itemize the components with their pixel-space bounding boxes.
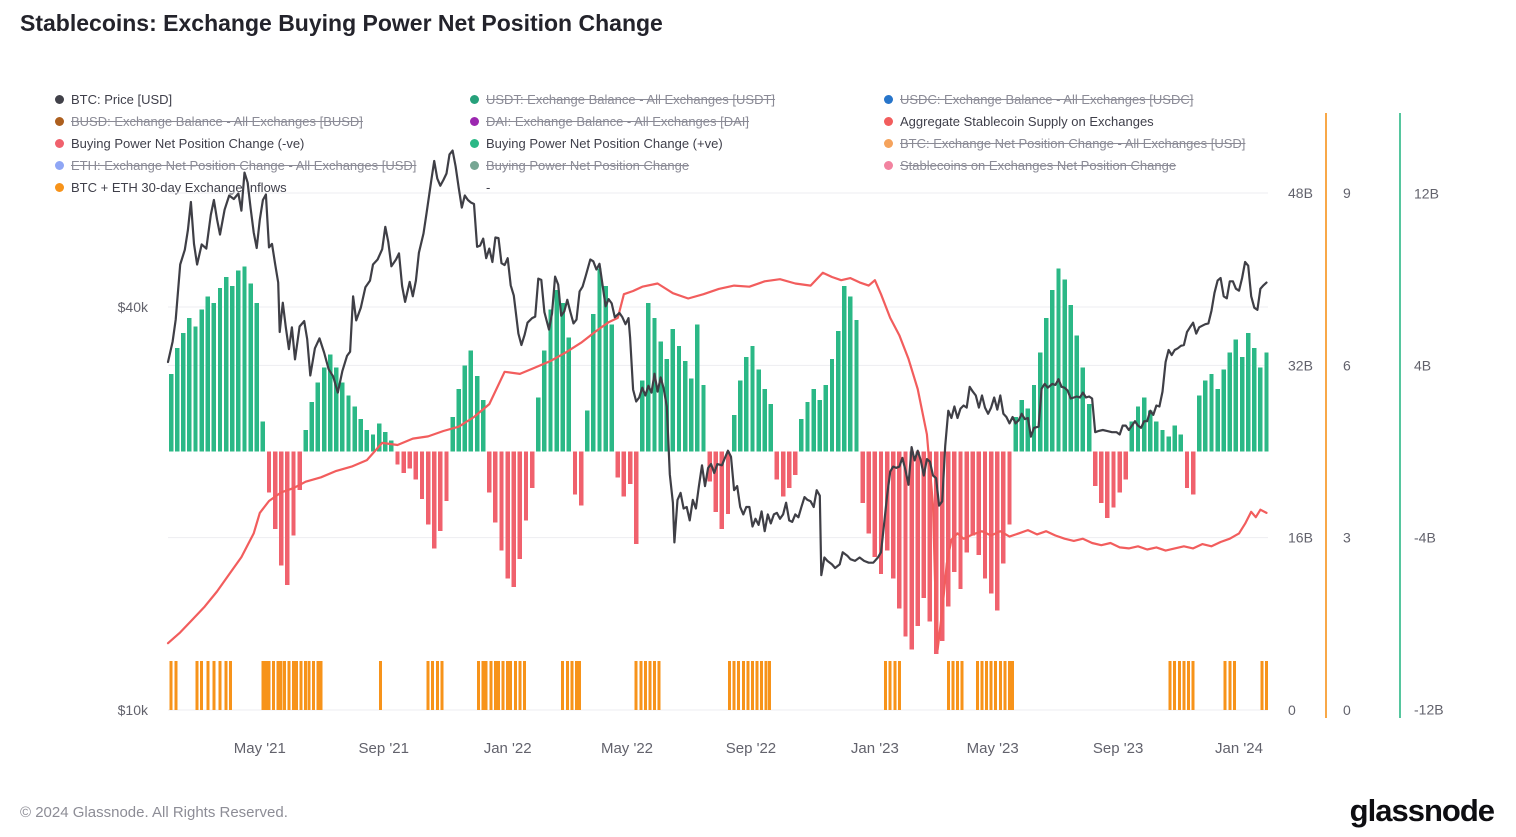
price-axis-labels: $40k $10k xyxy=(118,299,149,718)
legend-item-label: Aggregate Stablecoin Supply on Exchanges xyxy=(900,114,1154,129)
inflow-axis-labels: 9 6 3 0 xyxy=(1343,185,1351,718)
copyright-text: © 2024 Glassnode. All Rights Reserved. xyxy=(20,804,288,821)
legend-dot-icon xyxy=(55,95,64,104)
legend-item-label: Buying Power Net Position Change (+ve) xyxy=(486,136,723,151)
legend-dot-icon xyxy=(55,183,64,192)
legend-dot-icon xyxy=(884,161,893,170)
legend-dot-icon xyxy=(470,161,479,170)
legend-dot-icon xyxy=(470,117,479,126)
legend-item[interactable]: USDT: Exchange Balance - All Exchanges [… xyxy=(470,92,884,107)
legend-item[interactable]: Stablecoins on Exchanges Net Position Ch… xyxy=(884,158,1245,173)
gridlines xyxy=(168,192,1268,711)
axis-tick-label: 4B xyxy=(1414,357,1431,373)
legend-item[interactable]: BTC: Exchange Net Position Change - All … xyxy=(884,136,1245,151)
page-title: Stablecoins: Exchange Buying Power Net P… xyxy=(20,10,663,36)
legend-item[interactable]: USDC: Exchange Balance - All Exchanges [… xyxy=(884,92,1245,107)
legend-dot-icon xyxy=(884,139,893,148)
axis-tick-label: 9 xyxy=(1343,185,1351,201)
legend-item-label: DAI: Exchange Balance - All Exchanges [D… xyxy=(486,114,750,129)
x-tick-label: Sep '21 xyxy=(359,740,409,757)
btc-price-line xyxy=(166,149,1268,577)
x-tick-label: Jan '24 xyxy=(1215,740,1263,757)
legend-item-label: BTC + ETH 30-day Exchange Inflows xyxy=(71,180,287,195)
legend-item[interactable]: Buying Power Net Position Change (+ve) xyxy=(470,136,884,151)
legend-dot-icon xyxy=(55,117,64,126)
legend-item-label: BUSD: Exchange Balance - All Exchanges [… xyxy=(71,114,363,129)
axis-tick-label: 3 xyxy=(1343,530,1351,546)
legend-dot-icon xyxy=(55,139,64,148)
legend-item[interactable]: DAI: Exchange Balance - All Exchanges [D… xyxy=(470,114,884,129)
legend-dot-icon xyxy=(55,161,64,170)
axis-tick-label: $10k xyxy=(118,702,149,718)
stablecoin-supply-line xyxy=(166,271,1268,651)
x-tick-label: Sep '22 xyxy=(726,740,776,757)
x-tick-label: Jan '23 xyxy=(851,740,899,757)
inflow-bars xyxy=(169,661,1268,710)
legend-item[interactable]: BTC + ETH 30-day Exchange Inflows xyxy=(55,180,470,195)
legend-item[interactable]: - xyxy=(470,180,884,195)
legend-dot-icon xyxy=(884,95,893,104)
legend-item-label: Buying Power Net Position Change (-ve) xyxy=(71,136,305,151)
legend-item-label: USDT: Exchange Balance - All Exchanges [… xyxy=(486,92,776,107)
axis-tick-label: 6 xyxy=(1343,357,1351,373)
x-axis-labels: May '21 Sep '21 Jan '22 May '22 Sep '22 Jan '… xyxy=(234,740,1263,757)
legend-item[interactable]: ETH: Exchange Net Position Change - All … xyxy=(55,158,470,173)
buying-power-bars xyxy=(168,266,1269,654)
x-tick-label: May '22 xyxy=(601,740,653,757)
legend-item-label: BTC: Exchange Net Position Change - All … xyxy=(900,136,1246,151)
legend-dot-icon xyxy=(470,139,479,148)
axis-tick-label: 16B xyxy=(1288,530,1313,546)
legend-item-label: Buying Power Net Position Change xyxy=(486,158,690,173)
npc-axis-labels: 12B 4B -4B -12B xyxy=(1414,185,1444,717)
x-tick-label: Jan '22 xyxy=(484,740,532,757)
legend-dot-icon xyxy=(884,117,893,126)
legend-item[interactable]: BTC: Price [USD] xyxy=(55,92,470,107)
glassnode-logo: glassnode xyxy=(1349,793,1495,828)
legend-item-label: USDC: Exchange Balance - All Exchanges [… xyxy=(900,92,1194,107)
legend-item[interactable]: BUSD: Exchange Balance - All Exchanges [… xyxy=(55,114,470,129)
legend-item-label: - xyxy=(486,180,491,195)
axis-tick-label: 12B xyxy=(1414,185,1439,201)
legend-item[interactable]: Buying Power Net Position Change xyxy=(470,158,884,173)
legend-item-label: ETH: Exchange Net Position Change - All … xyxy=(71,158,417,173)
axis-tick-label: -4B xyxy=(1414,530,1436,546)
legend-item[interactable]: Aggregate Stablecoin Supply on Exchanges xyxy=(884,114,1245,129)
chart-legend: BTC: Price [USD] USDT: Exchange Balance -… xyxy=(55,92,1245,195)
legend-dot-icon xyxy=(470,95,479,104)
axis-tick-label: $40k xyxy=(118,299,149,315)
x-tick-label: May '23 xyxy=(967,740,1019,757)
axis-tick-label: 48B xyxy=(1288,185,1313,201)
supply-axis-labels: 48B 32B 16B 0 xyxy=(1288,185,1313,718)
axis-tick-label: 0 xyxy=(1288,702,1296,718)
legend-item-label: BTC: Price [USD] xyxy=(71,92,173,107)
axis-tick-label: -12B xyxy=(1414,702,1444,718)
x-tick-label: May '21 xyxy=(234,740,286,757)
legend-item[interactable]: Buying Power Net Position Change (-ve) xyxy=(55,136,470,151)
axis-tick-label: 0 xyxy=(1343,702,1351,718)
legend-item-label: Stablecoins on Exchanges Net Position Ch… xyxy=(900,158,1177,173)
axis-tick-label: 32B xyxy=(1288,357,1313,373)
x-tick-label: Sep '23 xyxy=(1093,740,1143,757)
